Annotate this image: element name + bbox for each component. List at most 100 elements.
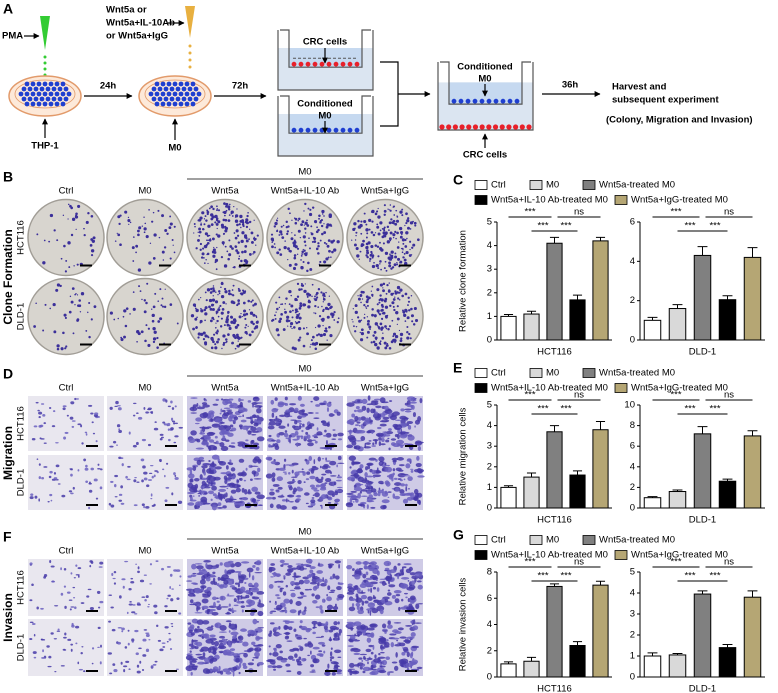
colony bbox=[379, 298, 381, 300]
colony bbox=[274, 243, 276, 245]
colony bbox=[330, 306, 333, 309]
stained-cell bbox=[241, 595, 243, 600]
side-label: Invasion bbox=[1, 593, 15, 642]
colony bbox=[223, 244, 224, 245]
colony bbox=[284, 309, 285, 310]
stained-cell bbox=[300, 404, 305, 407]
error-bar bbox=[527, 657, 536, 661]
stained-cell bbox=[364, 561, 368, 565]
colony bbox=[160, 304, 162, 306]
colony bbox=[381, 304, 384, 307]
colony bbox=[170, 257, 172, 259]
colony bbox=[387, 328, 389, 330]
colony bbox=[314, 298, 315, 299]
stained-cell bbox=[309, 569, 313, 573]
colony bbox=[81, 292, 84, 295]
y-tick-label: 3 bbox=[630, 609, 635, 620]
colony bbox=[72, 218, 75, 221]
stained-cell bbox=[100, 645, 102, 648]
stained-cell bbox=[125, 476, 128, 479]
drop bbox=[44, 62, 47, 65]
stained-cell bbox=[38, 412, 42, 415]
stained-cell bbox=[194, 612, 202, 613]
colony bbox=[166, 233, 168, 235]
stained-cell bbox=[381, 401, 388, 403]
stained-cell bbox=[170, 598, 173, 601]
stained-cell bbox=[327, 407, 329, 412]
colony bbox=[156, 337, 158, 339]
stained-cell bbox=[172, 407, 174, 410]
stained-cell bbox=[83, 670, 86, 672]
stained-cell bbox=[113, 578, 116, 579]
stained-cell bbox=[108, 621, 111, 623]
colony bbox=[371, 294, 373, 296]
colony bbox=[226, 210, 228, 212]
colony bbox=[197, 239, 200, 242]
stained-cell bbox=[203, 633, 209, 638]
colony bbox=[396, 262, 397, 263]
stained-cell bbox=[236, 488, 241, 493]
colony bbox=[271, 237, 274, 240]
stained-cell bbox=[225, 613, 231, 615]
colony bbox=[380, 323, 383, 326]
stained-cell bbox=[138, 566, 140, 569]
stained-cell bbox=[269, 421, 276, 426]
x-axis-label: HCT116 bbox=[537, 515, 572, 526]
error-bar bbox=[748, 248, 758, 258]
stained-cell bbox=[222, 668, 230, 672]
stained-cell bbox=[76, 398, 79, 399]
colony bbox=[299, 302, 302, 305]
colony bbox=[235, 220, 237, 222]
stained-cell bbox=[389, 569, 396, 573]
stained-cell bbox=[140, 580, 144, 583]
colony bbox=[283, 328, 286, 331]
cell bbox=[292, 62, 297, 67]
stained-cell bbox=[208, 609, 211, 612]
stained-cell bbox=[300, 415, 306, 418]
stained-cell bbox=[238, 398, 241, 402]
stained-cell bbox=[109, 446, 113, 448]
stained-cell bbox=[376, 579, 378, 581]
stained-cell bbox=[154, 470, 158, 472]
stained-cell bbox=[388, 448, 390, 451]
stained-cell bbox=[303, 638, 307, 639]
colony bbox=[218, 209, 220, 211]
stained-cell bbox=[392, 415, 397, 416]
cell bbox=[58, 87, 63, 92]
colony bbox=[77, 205, 80, 208]
stained-cell bbox=[129, 601, 132, 603]
colony bbox=[236, 208, 237, 209]
stained-cell bbox=[295, 427, 301, 428]
cell bbox=[194, 87, 199, 92]
colony bbox=[200, 309, 203, 312]
cell bbox=[459, 124, 464, 129]
y-tick-label: 4 bbox=[487, 420, 492, 431]
colony bbox=[368, 241, 371, 244]
stained-cell bbox=[114, 571, 117, 573]
pipette bbox=[185, 6, 195, 38]
stained-cell bbox=[145, 632, 149, 633]
colony bbox=[279, 248, 281, 250]
stained-cell bbox=[134, 630, 138, 632]
stained-cell bbox=[382, 489, 384, 492]
stained-cell bbox=[372, 442, 374, 445]
column-label: M0 bbox=[138, 186, 151, 197]
stained-cell bbox=[111, 573, 113, 576]
stained-cell bbox=[75, 564, 77, 567]
stained-cell bbox=[250, 427, 256, 432]
colony bbox=[323, 223, 324, 224]
colony bbox=[377, 309, 380, 312]
stained-cell bbox=[70, 469, 73, 471]
stained-cell bbox=[407, 458, 411, 461]
stained-cell bbox=[287, 423, 289, 426]
stained-cell bbox=[336, 664, 338, 668]
stained-cell bbox=[218, 494, 225, 499]
stained-cell bbox=[179, 427, 183, 429]
stained-cell bbox=[164, 626, 168, 628]
colony bbox=[289, 264, 292, 267]
stained-cell bbox=[294, 577, 296, 581]
colony bbox=[240, 260, 242, 262]
colony bbox=[386, 293, 388, 295]
colony bbox=[412, 244, 415, 247]
bar bbox=[719, 648, 736, 677]
